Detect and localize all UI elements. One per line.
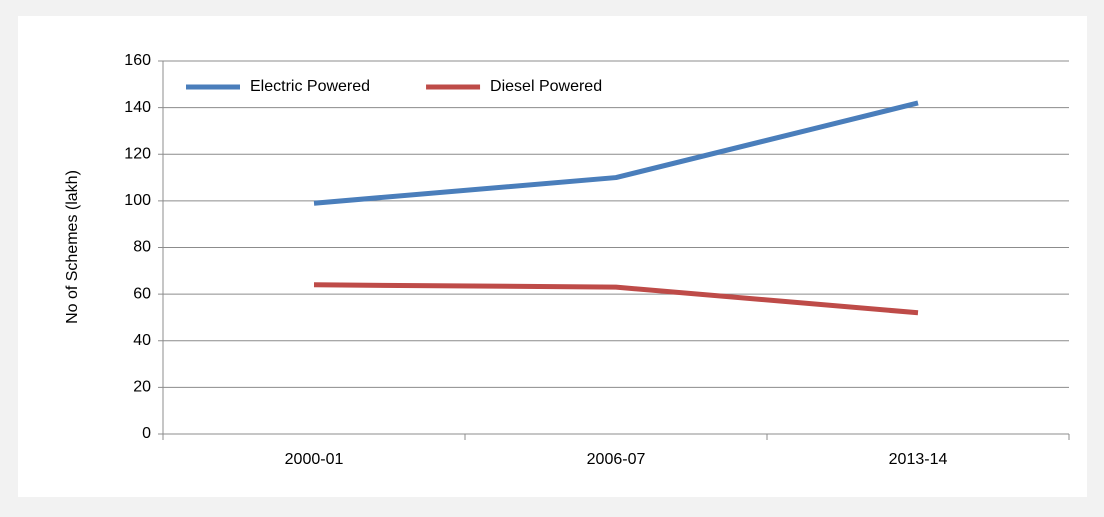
y-tick-label: 140 bbox=[124, 99, 151, 116]
y-axis-label: No of Schemes (lakh) bbox=[64, 170, 81, 324]
x-tick-label: 2013-14 bbox=[889, 451, 948, 468]
legend-label: Electric Powered bbox=[250, 78, 370, 95]
legend-label: Diesel Powered bbox=[490, 78, 602, 95]
y-tick-label: 120 bbox=[124, 145, 151, 162]
chart-area bbox=[18, 16, 1087, 497]
y-tick-label: 160 bbox=[124, 52, 151, 69]
y-tick-label: 40 bbox=[133, 332, 151, 349]
y-tick-label: 100 bbox=[124, 192, 151, 209]
y-tick-label: 60 bbox=[133, 285, 151, 302]
line-series bbox=[313, 282, 919, 316]
x-tick-label: 2000-01 bbox=[285, 451, 344, 468]
y-tick-label: 0 bbox=[142, 425, 151, 442]
line-series bbox=[313, 100, 919, 206]
y-tick-label: 80 bbox=[133, 239, 151, 256]
y-tick-label: 20 bbox=[133, 379, 151, 396]
x-tick-label: 2006-07 bbox=[587, 451, 646, 468]
